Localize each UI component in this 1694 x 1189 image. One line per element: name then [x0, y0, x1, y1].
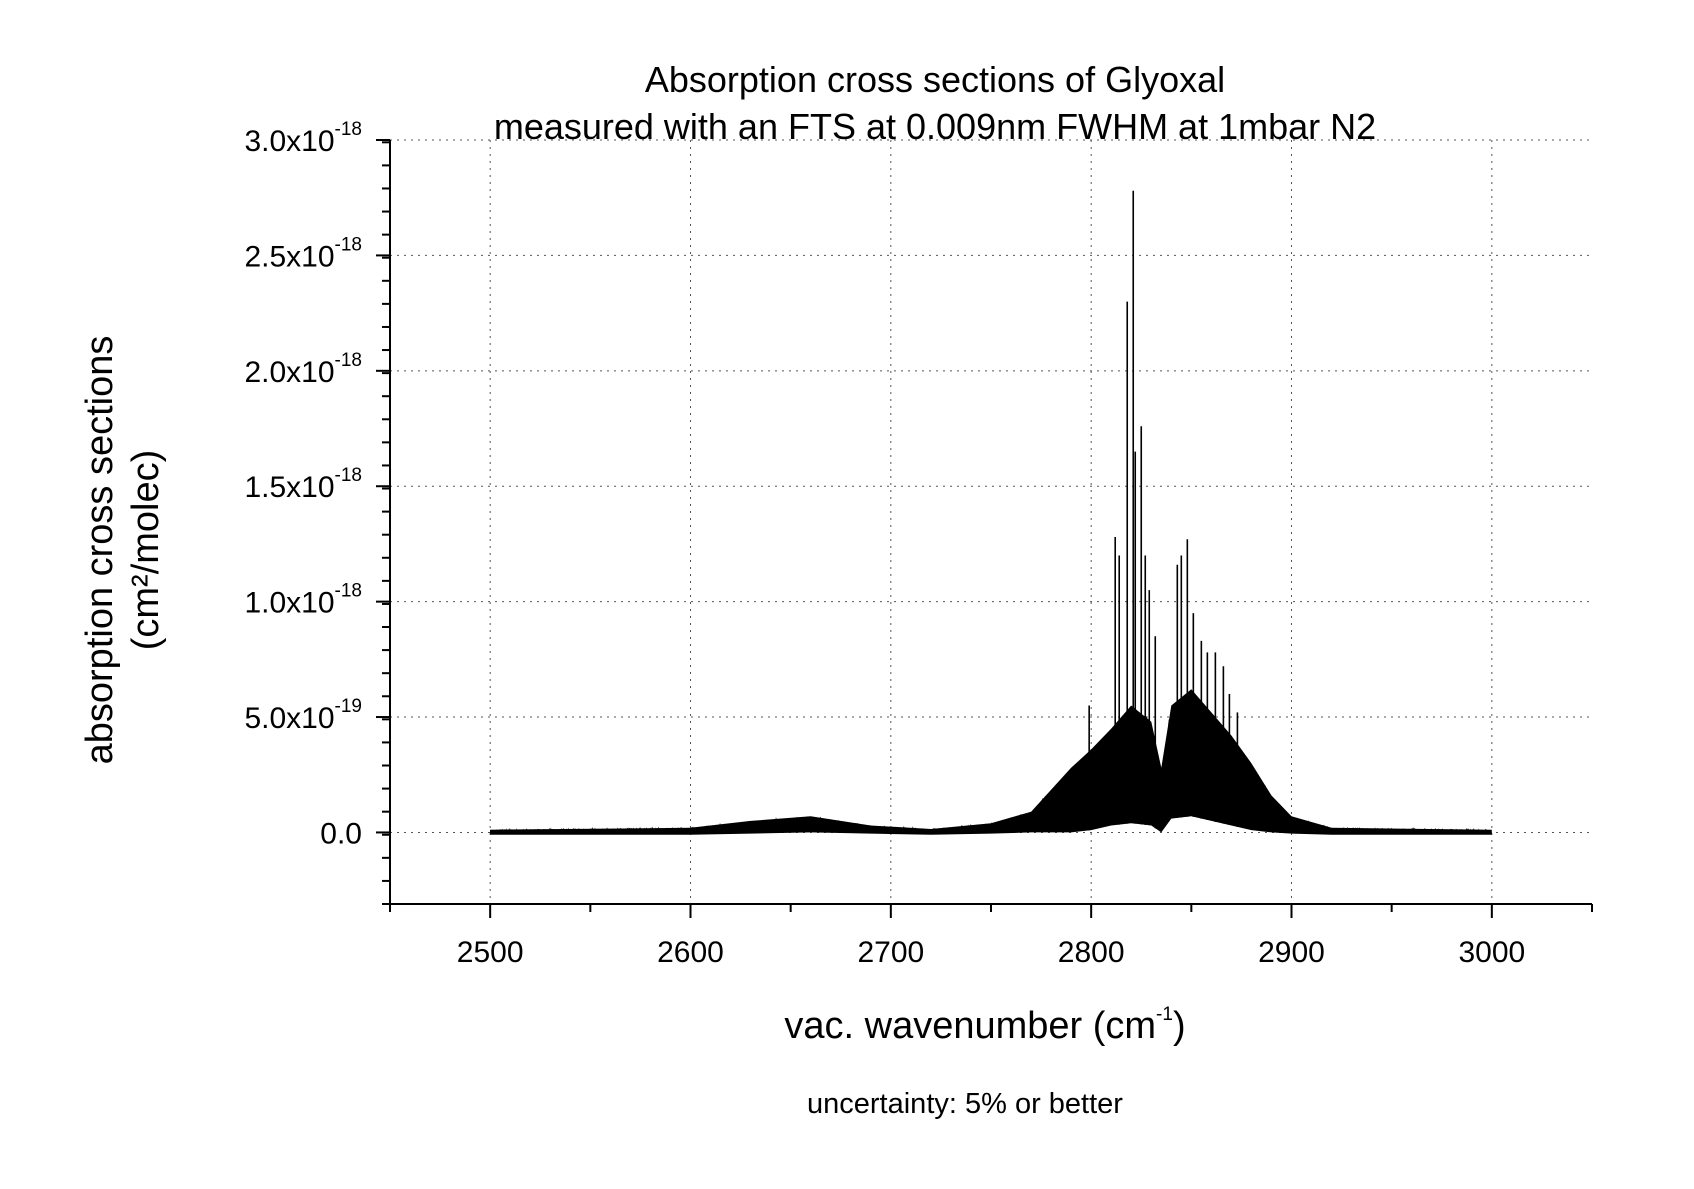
spectrum-line	[489, 692, 1492, 835]
spectrum-series	[489, 190, 1492, 835]
spectrum-peaks	[1088, 190, 1239, 831]
y-tick-label: 2.5x10-18	[244, 234, 362, 273]
y-tick-label: 5.0x10-19	[244, 696, 362, 735]
x-tick-label: 3000	[1458, 936, 1525, 969]
chart-title: Absorption cross sections of Glyoxal mea…	[494, 59, 1376, 147]
x-axis-title-sup: -1	[1156, 1004, 1173, 1025]
x-tick-label: 2700	[857, 936, 924, 969]
x-tick-label: 2800	[1058, 936, 1125, 969]
axes: 0.0 5.0x10-19 1.0x10-18 1.5x10-18 2.0x10-18 2…	[244, 119, 1593, 969]
x-tick-label: 2600	[657, 936, 724, 969]
y-axis-title-line-2: (cm²/molec)	[125, 450, 167, 651]
chart-title-line-1: Absorption cross sections of Glyoxal	[645, 59, 1225, 100]
x-axis-title: vac. wavenumber (cm-1)	[784, 1004, 1185, 1047]
chart-title-line-2: measured with an FTS at 0.009nm FWHM at …	[494, 106, 1376, 147]
spectrum-envelope	[490, 689, 1492, 835]
x-axis-title-tail: )	[1173, 1005, 1186, 1047]
y-axis-title: absorption cross sections (cm²/molec)	[79, 336, 167, 765]
uncertainty-note: uncertainty: 5% or better	[807, 1088, 1123, 1120]
y-tick-label: 3.0x10-18	[244, 119, 362, 158]
y-ticks: 0.0 5.0x10-19 1.0x10-18 1.5x10-18 2.0x10-18 2…	[244, 119, 390, 905]
x-tick-label: 2900	[1258, 936, 1325, 969]
y-tick-label: 2.0x10-18	[244, 350, 362, 389]
y-tick-label: 1.5x10-18	[244, 465, 362, 504]
x-ticks: 2500 2600 2700 2800 2900 3000	[389, 904, 1593, 969]
x-axis-title-main: vac. wavenumber (cm	[784, 1005, 1156, 1047]
y-tick-label: 0.0	[320, 817, 362, 850]
x-tick-label: 2500	[457, 936, 524, 969]
y-axis-title-line-1: absorption cross sections	[79, 336, 121, 765]
y-tick-label: 1.0x10-18	[244, 581, 362, 620]
